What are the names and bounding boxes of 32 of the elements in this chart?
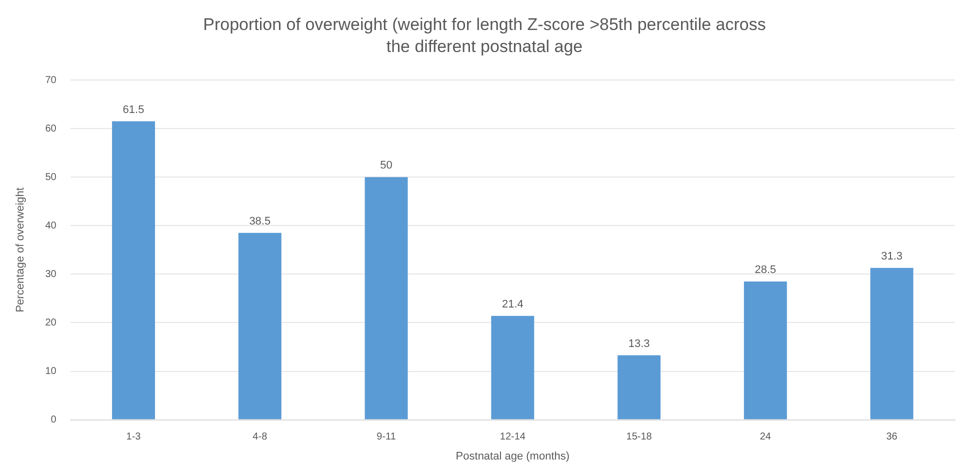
y-tick-label: 0: [50, 414, 57, 426]
y-tick-label: 30: [45, 268, 57, 280]
y-tick-label: 60: [45, 123, 57, 134]
x-tick-label: 36: [886, 432, 898, 443]
data-label: 21.4: [502, 298, 524, 310]
y-tick-label: 40: [45, 220, 57, 232]
data-label: 38.5: [249, 215, 271, 228]
x-tick-label: 4-8: [252, 432, 268, 443]
data-label: 31.3: [881, 250, 903, 262]
bar: [491, 316, 534, 420]
y-tick-label: 10: [45, 366, 57, 378]
data-label: 50: [380, 160, 392, 172]
bar: [618, 355, 661, 420]
bar: [870, 268, 914, 420]
x-tick-label: 12-14: [500, 432, 526, 443]
x-axis-title: Postnatal age (months): [456, 450, 570, 462]
y-tick-label: 70: [45, 74, 57, 86]
x-tick-label: 9-11: [376, 432, 396, 443]
bar: [238, 232, 282, 420]
y-tick-label: 50: [45, 172, 57, 183]
chart-title: Proportion of overweight (weight for length Z-score >85th percentile across the different postnatal age: [202, 14, 767, 58]
data-label: 28.5: [754, 264, 776, 276]
bar: [364, 177, 408, 420]
y-axis-title: Percentage of overweight: [14, 188, 27, 312]
bar: [112, 121, 155, 420]
y-tick-label: 20: [45, 317, 57, 328]
bar: [744, 281, 787, 420]
x-tick-label: 15-18: [626, 432, 652, 443]
x-tick-label: 1-3: [126, 432, 142, 443]
data-label: 61.5: [122, 104, 144, 116]
data-label: 13.3: [628, 338, 650, 350]
x-tick-label: 24: [760, 432, 772, 443]
